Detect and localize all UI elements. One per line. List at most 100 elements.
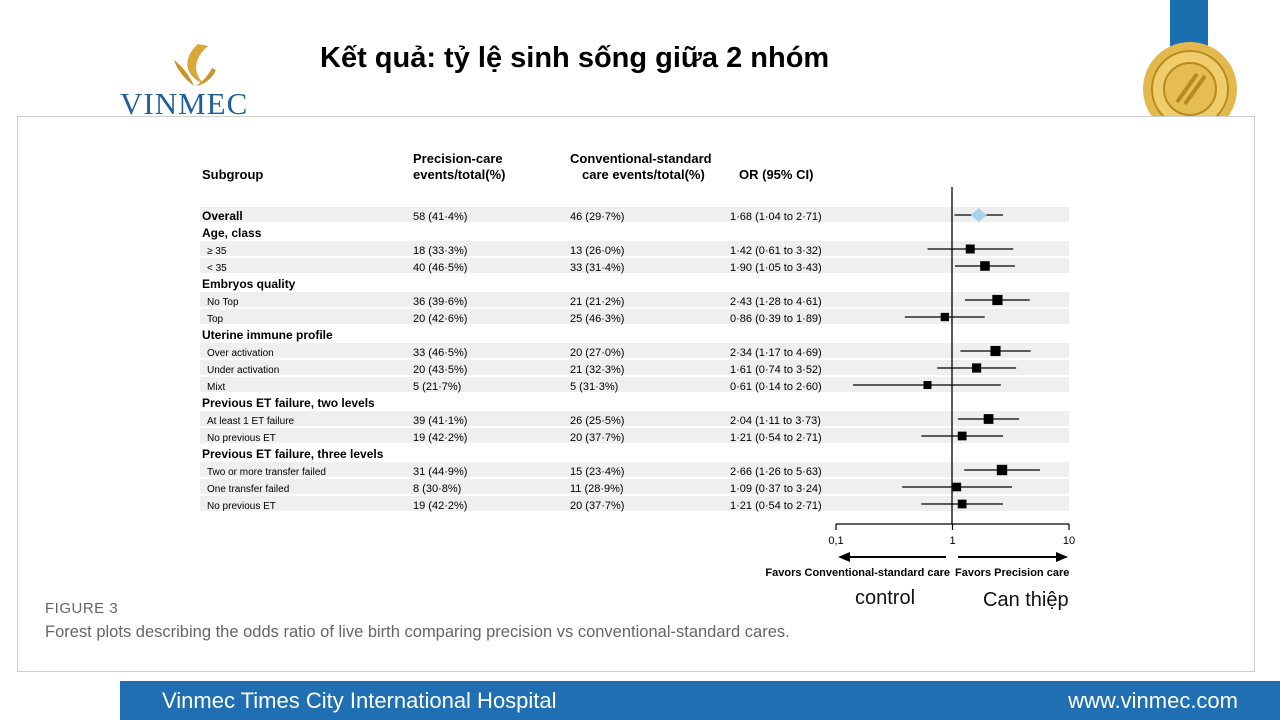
conventional-value: 25 (46·3%) <box>570 313 624 325</box>
precision-value: 36 (39·6%) <box>413 296 467 308</box>
row-band <box>200 309 836 324</box>
subgroup-label: Over activation <box>207 348 274 359</box>
or-value: 2·43 (1·28 to 4·61) <box>730 296 822 308</box>
row-band <box>200 411 836 426</box>
point-estimate <box>996 464 1008 476</box>
jci-seal-icon <box>1143 42 1237 136</box>
precision-value: 19 (42·2%) <box>413 432 467 444</box>
row-band <box>200 377 836 392</box>
conventional-value: 26 (25·5%) <box>570 415 624 427</box>
slide-title: Kết quả: tỷ lệ sinh sống giữa 2 nhóm <box>320 42 830 74</box>
vinmec-logo-icon <box>174 44 216 86</box>
precision-value: 40 (46·5%) <box>413 262 467 274</box>
col-or: OR (95% CI) <box>739 167 813 182</box>
conventional-value: 21 (21·2%) <box>570 296 624 308</box>
point-estimate <box>952 482 962 492</box>
point-estimate <box>990 345 1001 357</box>
precision-value: 18 (33·3%) <box>413 245 467 257</box>
precision-value: 31 (44·9%) <box>413 466 467 478</box>
precision-value: 58 (41·4%) <box>413 211 467 223</box>
control-label: control <box>855 587 916 609</box>
subgroup-header: Previous ET failure, three levels <box>202 447 384 461</box>
favors-right-label: Favors Precision care <box>955 567 1069 579</box>
conventional-value: 11 (28·9%) <box>570 483 624 495</box>
subgroup-header: Embryos quality <box>202 277 296 291</box>
point-estimate <box>971 363 982 373</box>
intervention-label: Can thiệp <box>983 589 1069 611</box>
conventional-value: 33 (31·4%) <box>570 262 624 274</box>
favors-arrowhead-right <box>1056 552 1068 562</box>
figure-caption: Forest plots describing the odds ratio o… <box>45 623 790 641</box>
subgroup-header: Uterine immune profile <box>202 328 333 342</box>
conventional-value: 20 (37·7%) <box>570 432 624 444</box>
subgroup-label: No previous ET <box>207 433 276 444</box>
subgroup-label: Top <box>207 314 224 325</box>
col-subgroup: Subgroup <box>202 167 263 182</box>
row-band <box>200 462 836 477</box>
favors-left-label: Favors Conventional-standard care <box>765 567 950 579</box>
subgroup-label: No previous ET <box>207 501 276 512</box>
point-estimate <box>923 380 932 390</box>
precision-value: 8 (30·8%) <box>413 483 461 495</box>
footer-bar: Vinmec Times City International Hospital… <box>120 681 1280 720</box>
subgroup-label: ≥ 35 <box>207 246 227 257</box>
overall-diamond <box>970 208 987 222</box>
conventional-value: 5 (31·3%) <box>570 381 618 393</box>
subgroup-label: No Top <box>207 297 239 308</box>
col-conventional-l2: care events/total(%) <box>582 167 705 182</box>
subgroup-label: Mixt <box>207 382 226 393</box>
or-value: 0·61 (0·14 to 2·60) <box>730 381 822 393</box>
subgroup-header: Previous ET failure, two levels <box>202 396 375 410</box>
conventional-value: 46 (29·7%) <box>570 211 624 223</box>
point-estimate <box>940 312 950 322</box>
point-estimate <box>957 499 967 509</box>
conventional-value: 13 (26·0%) <box>570 245 624 257</box>
or-value: 1·90 (1·05 to 3·43) <box>730 262 822 274</box>
logo-text: VINMEC <box>120 86 249 121</box>
row-band <box>200 496 836 511</box>
row-band <box>200 343 836 358</box>
row-band <box>200 241 836 256</box>
figure-label: FIGURE 3 <box>45 600 119 617</box>
precision-value: 19 (42·2%) <box>413 500 467 512</box>
subgroup-label: Two or more transfer failed <box>207 467 326 478</box>
or-value: 2·34 (1·17 to 4·69) <box>730 347 822 359</box>
precision-value: 33 (46·5%) <box>413 347 467 359</box>
precision-value: 20 (42·6%) <box>413 313 467 325</box>
subgroup-label: < 35 <box>207 263 227 274</box>
precision-value: 20 (43·5%) <box>413 364 467 376</box>
subgroup-label: Overall <box>202 209 243 223</box>
point-estimate <box>957 431 967 441</box>
or-value: 1·09 (0·37 to 3·24) <box>730 483 822 495</box>
point-estimate <box>992 294 1003 306</box>
row-band <box>200 292 836 307</box>
or-value: 2·04 (1·11 to 3·73) <box>730 415 821 427</box>
or-value: 1·42 (0·61 to 3·32) <box>730 245 822 257</box>
conventional-value: 20 (37·7%) <box>570 500 624 512</box>
subgroup-label: Under activation <box>207 365 279 376</box>
or-value: 2·66 (1·26 to 5·63) <box>730 466 822 478</box>
point-estimate <box>983 414 994 424</box>
col-precision-l1: Precision-care <box>413 151 503 166</box>
row-band <box>200 428 836 443</box>
precision-value: 39 (41·1%) <box>413 415 467 427</box>
subgroup-label: One transfer failed <box>207 484 289 495</box>
footer-website[interactable]: www.vinmec.com <box>1068 688 1238 713</box>
or-value: 1·61 (0·74 to 3·52) <box>730 364 822 376</box>
row-band <box>200 207 836 222</box>
conventional-value: 21 (32·3%) <box>570 364 624 376</box>
x-tick-label: 0,1 <box>828 535 843 547</box>
x-tick-label: 10 <box>1063 535 1075 547</box>
point-estimate <box>980 261 990 271</box>
col-conventional-l1: Conventional-standard <box>570 151 712 166</box>
or-value: 1·68 (1·04 to 2·71) <box>730 211 822 223</box>
subgroup-header: Age, class <box>202 226 262 240</box>
precision-value: 5 (21·7%) <box>413 381 461 393</box>
footer-hospital: Vinmec Times City International Hospital <box>162 688 557 713</box>
favors-arrowhead-left <box>838 552 850 562</box>
row-band <box>200 479 836 494</box>
col-precision-l2: events/total(%) <box>413 167 505 182</box>
row-band <box>200 360 836 375</box>
x-tick-label: 1 <box>949 535 955 547</box>
